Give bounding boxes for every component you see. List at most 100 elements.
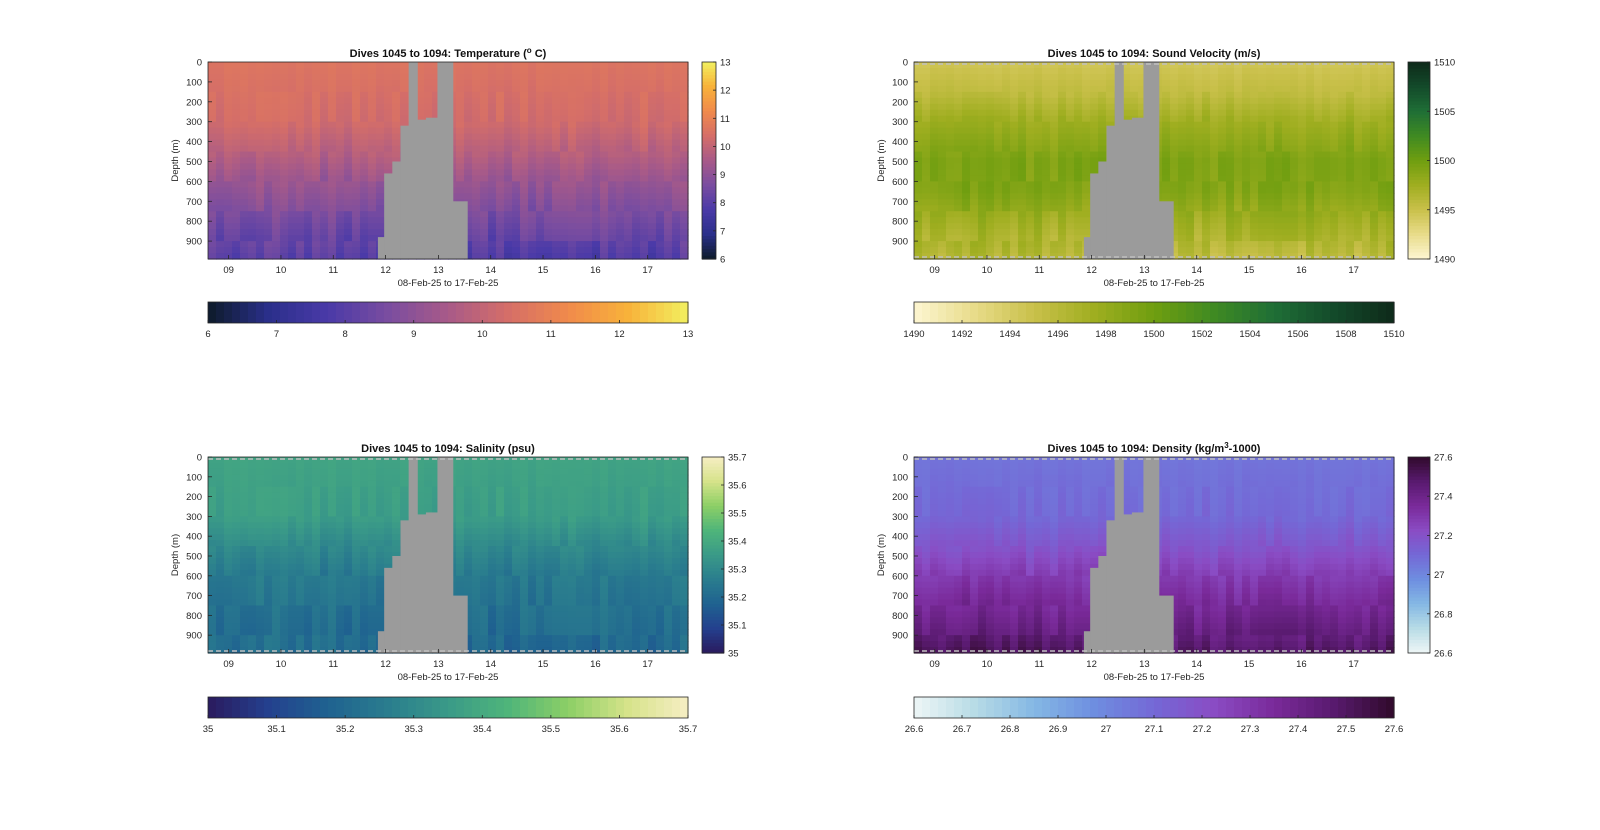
heatmap-cell <box>1098 157 1107 165</box>
colorbar-segment <box>1050 302 1059 323</box>
heatmap-cell <box>1226 223 1235 230</box>
heatmap-cell <box>994 205 1003 212</box>
heatmap-cell <box>592 229 601 236</box>
heatmap-cell <box>376 199 385 206</box>
heatmap-cell <box>994 79 1003 87</box>
heatmap-cell <box>1314 103 1323 111</box>
heatmap-cell <box>592 193 601 200</box>
heatmap-cell <box>592 181 601 188</box>
heatmap-cell <box>1242 169 1251 177</box>
heatmap-cell <box>208 629 217 636</box>
heatmap-cell <box>1370 91 1379 99</box>
heatmap-cell <box>256 504 265 512</box>
heatmap-cell <box>1170 235 1179 242</box>
heatmap-cell <box>240 115 249 123</box>
heatmap-cell <box>352 175 361 182</box>
heatmap-cell <box>312 115 321 123</box>
heatmap-cell <box>216 223 225 230</box>
heatmap-cell <box>464 127 473 135</box>
heatmap-cell <box>600 103 609 111</box>
heatmap-cell <box>328 62 337 69</box>
heatmap-cell <box>1314 85 1323 93</box>
heatmap-cell <box>472 205 481 212</box>
heatmap-cell <box>1186 85 1195 93</box>
heatmap-cell <box>528 175 537 182</box>
heatmap-cell <box>288 79 297 87</box>
heatmap-cell <box>1170 181 1179 188</box>
heatmap-cell <box>488 211 497 218</box>
heatmap-cell <box>208 187 217 194</box>
heatmap-cell <box>552 247 561 254</box>
heatmap-cell <box>1330 73 1339 81</box>
heatmap-cell <box>600 67 609 75</box>
heatmap-cell <box>1162 67 1171 75</box>
heatmap-cell <box>520 235 529 242</box>
colorbar-segment <box>702 216 716 221</box>
heatmap-cell <box>1074 85 1083 93</box>
heatmap-cell <box>1330 139 1339 147</box>
heatmap-cell <box>328 205 337 212</box>
colorbar-tick-label: 1496 <box>1047 329 1068 340</box>
heatmap-cell <box>208 581 217 589</box>
heatmap-cell <box>264 563 273 571</box>
heatmap-cell <box>224 581 233 589</box>
heatmap-cell <box>1362 163 1371 171</box>
heatmap-cell <box>312 629 321 636</box>
heatmap-cell <box>560 229 569 236</box>
heatmap-cell <box>584 223 593 230</box>
heatmap-cell <box>576 133 585 141</box>
heatmap-cell <box>368 229 377 236</box>
colorbar-segment <box>702 160 716 165</box>
heatmap-cell <box>1010 127 1019 135</box>
heatmap-cell <box>256 546 265 553</box>
heatmap-cell <box>1170 62 1179 69</box>
heatmap-cell <box>536 97 545 105</box>
heatmap-cell <box>576 62 585 69</box>
heatmap-cell <box>232 498 241 506</box>
heatmap-cell <box>1258 217 1267 224</box>
heatmap-cell <box>336 133 345 141</box>
heatmap-cell <box>600 73 609 81</box>
colorbar-segment <box>1408 71 1430 76</box>
heatmap-cell <box>376 103 385 111</box>
heatmap-cell <box>1386 217 1395 224</box>
heatmap-cell <box>946 169 955 177</box>
heatmap-cell <box>232 253 241 260</box>
heatmap-cell <box>248 145 257 153</box>
heatmap-cell <box>1202 109 1211 117</box>
heatmap-cell <box>1266 85 1275 93</box>
heatmap-cell <box>656 91 665 99</box>
x-tick-label: 09 <box>929 265 940 276</box>
heatmap-cell <box>938 223 947 230</box>
heatmap-cell <box>352 109 361 117</box>
heatmap-cell <box>264 581 273 589</box>
colorbar-segment <box>296 302 305 323</box>
heatmap-cell <box>328 557 337 565</box>
heatmap-cell <box>312 247 321 254</box>
heatmap-cell <box>914 163 923 171</box>
heatmap-cell <box>528 253 537 260</box>
heatmap-cell <box>1346 67 1355 75</box>
heatmap-cell <box>264 587 273 595</box>
colorbar-tick-label: 1505 <box>1434 107 1455 118</box>
heatmap-cell <box>1370 79 1379 87</box>
heatmap-cell <box>962 169 971 177</box>
heatmap-cell <box>224 563 233 571</box>
heatmap-cell <box>336 235 345 242</box>
colorbar-segment <box>962 302 971 323</box>
heatmap-cell <box>914 241 923 248</box>
heatmap-cell <box>344 151 353 159</box>
heatmap-cell <box>216 109 225 117</box>
heatmap-cell <box>456 193 465 200</box>
heatmap-cell <box>970 151 979 159</box>
heatmap-cell <box>504 181 513 188</box>
heatmap-cell <box>914 67 923 75</box>
heatmap-cell <box>240 229 249 236</box>
heatmap-cell <box>296 157 305 165</box>
heatmap-cell <box>1074 103 1083 111</box>
heatmap-cell <box>248 534 257 541</box>
heatmap-cell <box>208 175 217 182</box>
colorbar-segment <box>1408 216 1430 221</box>
heatmap-cell <box>280 623 289 630</box>
heatmap-cell <box>648 235 657 242</box>
